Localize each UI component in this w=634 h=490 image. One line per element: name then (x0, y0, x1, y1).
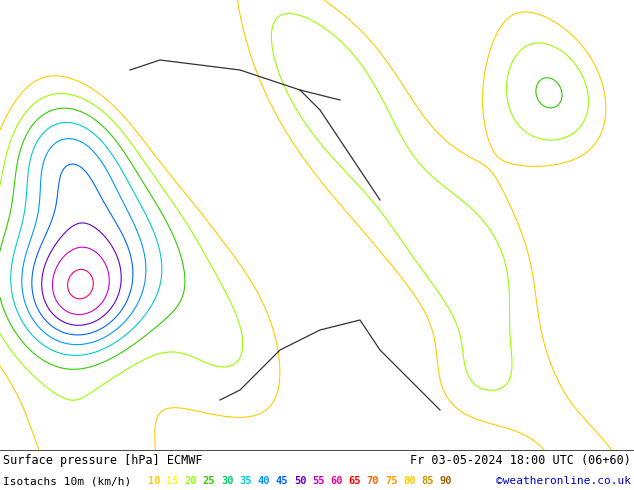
Text: 75: 75 (385, 476, 398, 486)
Text: 70: 70 (367, 476, 379, 486)
Text: 65: 65 (349, 476, 361, 486)
Text: 90: 90 (440, 476, 452, 486)
Text: 40: 40 (257, 476, 270, 486)
Text: Surface pressure [hPa] ECMWF: Surface pressure [hPa] ECMWF (3, 454, 202, 466)
Text: 50: 50 (294, 476, 306, 486)
Text: 85: 85 (422, 476, 434, 486)
Text: 60: 60 (330, 476, 343, 486)
Text: 25: 25 (203, 476, 215, 486)
Text: Isotachs 10m (km/h): Isotachs 10m (km/h) (3, 476, 131, 486)
Text: ©weatheronline.co.uk: ©weatheronline.co.uk (496, 476, 631, 486)
Text: 30: 30 (221, 476, 233, 486)
Text: 45: 45 (276, 476, 288, 486)
Text: 15: 15 (166, 476, 179, 486)
Text: 20: 20 (184, 476, 197, 486)
Text: 55: 55 (312, 476, 325, 486)
Text: Fr 03-05-2024 18:00 UTC (06+60): Fr 03-05-2024 18:00 UTC (06+60) (410, 454, 631, 466)
Text: 35: 35 (239, 476, 252, 486)
Text: 80: 80 (403, 476, 416, 486)
Text: 10: 10 (148, 476, 160, 486)
